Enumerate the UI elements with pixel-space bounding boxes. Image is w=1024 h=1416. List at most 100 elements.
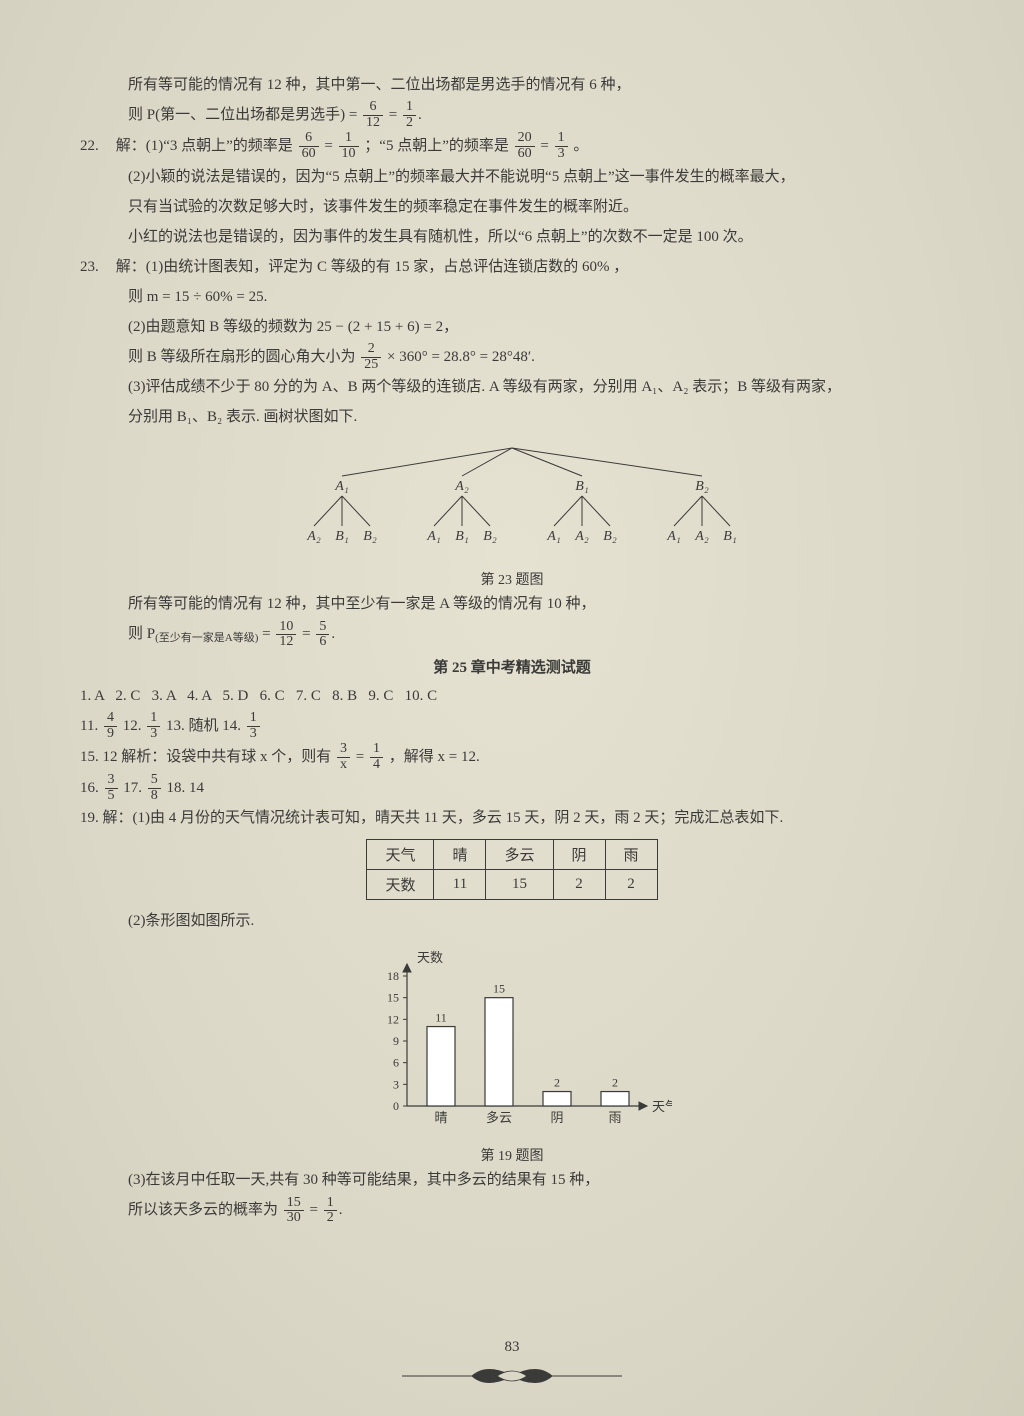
fraction: 660 bbox=[299, 131, 319, 161]
table-cell: 2 bbox=[553, 870, 605, 900]
svg-text:2: 2 bbox=[554, 1076, 560, 1090]
svg-text:6: 6 bbox=[393, 1056, 399, 1070]
ornament-svg bbox=[402, 1361, 622, 1391]
bar-chart: 天数天气036912151811晴15多云2阴2雨 bbox=[352, 946, 672, 1141]
text-line: 分别用 B₁、B₂ 表示. 画树状图如下. bbox=[80, 402, 944, 432]
bar-chart-svg: 天数天气036912151811晴15多云2阴2雨 bbox=[352, 946, 672, 1136]
svg-text:A₁: A₁ bbox=[546, 529, 560, 544]
fraction: 12 bbox=[324, 1196, 337, 1226]
fraction: 110 bbox=[339, 131, 359, 161]
q19-line4: 所以该天多云的概率为 1530 = 12. bbox=[80, 1195, 944, 1226]
span: 18. 14 bbox=[167, 780, 205, 796]
svg-text:多云: 多云 bbox=[486, 1110, 512, 1125]
q-number: 23. bbox=[80, 252, 112, 282]
table-cell: 11 bbox=[434, 870, 486, 900]
svg-text:15: 15 bbox=[387, 991, 399, 1005]
weather-table: 天气 晴 多云 阴 雨 天数 11 15 2 2 bbox=[366, 839, 657, 900]
span: × 360° = 28.8° = 28°48′. bbox=[387, 349, 535, 365]
table-row: 天数 11 15 2 2 bbox=[367, 870, 657, 900]
fraction: 49 bbox=[104, 711, 117, 741]
text-line: 则 B 等级所在扇形的圆心角大小为 225 × 360° = 28.8° = 2… bbox=[80, 342, 944, 373]
table-row: 天气 晴 多云 阴 雨 bbox=[367, 840, 657, 870]
span: 则 P bbox=[128, 626, 155, 642]
q19-line2: (2)条形图如图所示. bbox=[80, 906, 944, 936]
span: 16. bbox=[80, 780, 103, 796]
fraction: 13 bbox=[147, 711, 160, 741]
text-line: 小红的说法也是错误的，因为事件的发生具有随机性，所以“6 点朝上”的次数不一定是… bbox=[80, 222, 944, 252]
table-cell: 雨 bbox=[605, 840, 657, 870]
answers-row4: 16. 35 17. 58 18. 14 bbox=[80, 773, 944, 804]
svg-text:天气: 天气 bbox=[652, 1099, 672, 1114]
fraction: 13 bbox=[555, 131, 568, 161]
text-line: 则 P(第一、二位出场都是男选手) = 612 = 12. bbox=[80, 100, 944, 131]
q22-line1: 22. 解：(1)“3 点朝上”的频率是 660 = 110 ；“5 点朝上”的… bbox=[80, 131, 944, 162]
page-container: 所有等可能的情况有 12 种，其中第一、二位出场都是男选手的情况有 6 种， 则… bbox=[0, 0, 1024, 1416]
tree-svg: A₁A₂B₁B₂A₂B₁B₂A₁B₁B₂A₁A₂B₂A₁A₂B₁ bbox=[262, 440, 762, 560]
svg-text:B₁: B₁ bbox=[455, 529, 468, 544]
svg-text:B₁: B₁ bbox=[723, 529, 736, 544]
text-line: (3)评估成绩不少于 80 分的为 A、B 两个等级的连锁店. A 等级有两家，… bbox=[80, 372, 944, 402]
svg-text:3: 3 bbox=[393, 1078, 399, 1092]
svg-text:B₁: B₁ bbox=[335, 529, 348, 544]
answers-row1: 1. A 2. C 3. A 4. A 5. D 6. C 7. C 8. B … bbox=[80, 681, 944, 711]
fraction: 14 bbox=[370, 742, 383, 772]
svg-text:2: 2 bbox=[612, 1076, 618, 1090]
table-cell: 天数 bbox=[367, 870, 434, 900]
span: 解：(1)“3 点朝上”的频率是 bbox=[116, 138, 293, 154]
fraction: 3x bbox=[337, 742, 350, 772]
svg-text:0: 0 bbox=[393, 1099, 399, 1113]
text-line: 所有等可能的情况有 12 种，其中第一、二位出场都是男选手的情况有 6 种， bbox=[80, 70, 944, 100]
svg-text:雨: 雨 bbox=[608, 1110, 621, 1125]
table-cell: 15 bbox=[486, 870, 553, 900]
q-number: 22. bbox=[80, 131, 112, 161]
text-line: 所有等可能的情况有 12 种，其中至少有一家是 A 等级的情况有 10 种， bbox=[80, 589, 944, 619]
span: 12. bbox=[123, 718, 146, 734]
table-cell: 阴 bbox=[553, 840, 605, 870]
section-title: 第 25 章中考精选测试题 bbox=[80, 656, 944, 677]
fraction: 1530 bbox=[284, 1196, 304, 1226]
q19-line1: 19. 解：(1)由 4 月份的天气情况统计表可知，晴天共 11 天，多云 15… bbox=[80, 803, 944, 833]
page-ornament-icon bbox=[0, 1361, 1024, 1396]
table-cell: 多云 bbox=[486, 840, 553, 870]
svg-text:B₁: B₁ bbox=[575, 479, 588, 494]
fraction: 58 bbox=[148, 773, 161, 803]
text-line: (2)小颖的说法是错误的，因为“5 点朝上”的频率最大并不能说明“5 点朝上”这… bbox=[80, 162, 944, 192]
svg-text:天数: 天数 bbox=[417, 950, 443, 965]
svg-text:阴: 阴 bbox=[550, 1110, 563, 1125]
answers-row3: 15. 12 解析：设袋中共有球 x 个，则有 3x = 14 ，解得 x = … bbox=[80, 742, 944, 773]
svg-text:A₁: A₁ bbox=[426, 529, 440, 544]
span: ，解得 x = 12. bbox=[389, 749, 480, 765]
span: 则 P(第一、二位出场都是男选手) = bbox=[128, 107, 361, 123]
span: 则 B 等级所在扇形的圆心角大小为 bbox=[128, 349, 356, 365]
svg-text:18: 18 bbox=[387, 969, 399, 983]
span: ；“5 点朝上”的频率是 bbox=[364, 138, 509, 154]
svg-text:15: 15 bbox=[493, 982, 505, 996]
answers-row2: 11. 49 12. 13 13. 随机 14. 13 bbox=[80, 711, 944, 742]
subscript: (至少有一家是A等级) bbox=[155, 632, 258, 644]
fraction: 13 bbox=[247, 711, 260, 741]
span: 11. bbox=[80, 718, 102, 734]
span: 解：(1)由统计图表知，评定为 C 等级的有 15 家，占总评估连锁店数的 60… bbox=[116, 259, 629, 275]
svg-text:A₂: A₂ bbox=[694, 529, 709, 544]
svg-text:11: 11 bbox=[435, 1011, 447, 1025]
svg-text:9: 9 bbox=[393, 1034, 399, 1048]
fraction: 2060 bbox=[515, 131, 535, 161]
svg-text:B₂: B₂ bbox=[603, 529, 617, 544]
fraction: 12 bbox=[403, 100, 416, 130]
text-line: 则 P(至少有一家是A等级) = 1012 = 56. bbox=[80, 619, 944, 650]
svg-text:A₁: A₁ bbox=[334, 479, 348, 494]
fraction: 612 bbox=[363, 100, 383, 130]
text-line: 则 m = 15 ÷ 60% = 25. bbox=[80, 282, 944, 312]
span: 所以该天多云的概率为 bbox=[128, 1202, 278, 1218]
span: 15. 12 解析：设袋中共有球 x 个，则有 bbox=[80, 749, 331, 765]
q19-line3: (3)在该月中任取一天,共有 30 种等可能结果，其中多云的结果有 15 种， bbox=[80, 1165, 944, 1195]
svg-text:A₁: A₁ bbox=[666, 529, 680, 544]
fig19-caption: 第 19 题图 bbox=[80, 1145, 944, 1165]
fraction: 225 bbox=[361, 342, 381, 372]
fraction: 35 bbox=[105, 773, 118, 803]
q23-line1: 23. 解：(1)由统计图表知，评定为 C 等级的有 15 家，占总评估连锁店数… bbox=[80, 252, 944, 282]
span: = bbox=[258, 626, 274, 642]
table-cell: 天气 bbox=[367, 840, 434, 870]
svg-text:A₂: A₂ bbox=[306, 529, 321, 544]
fraction: 56 bbox=[316, 620, 329, 650]
